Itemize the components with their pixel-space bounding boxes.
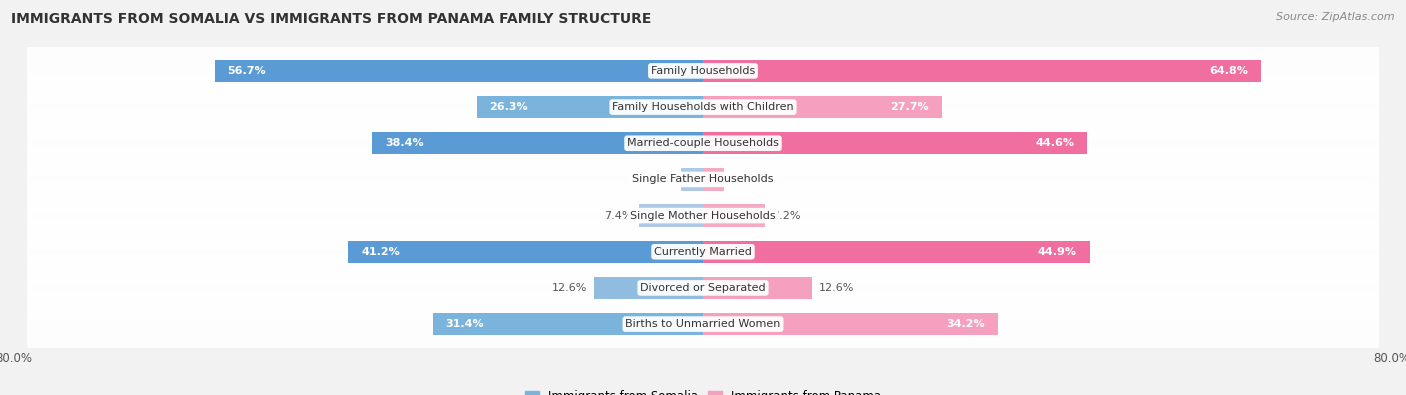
FancyBboxPatch shape — [27, 74, 1379, 140]
Text: 34.2%: 34.2% — [946, 319, 984, 329]
Text: 7.2%: 7.2% — [772, 211, 800, 220]
Text: 2.5%: 2.5% — [647, 175, 675, 184]
Text: 2.4%: 2.4% — [731, 175, 759, 184]
Bar — [477, 96, 703, 118]
Text: 41.2%: 41.2% — [361, 247, 399, 257]
Text: 44.9%: 44.9% — [1038, 247, 1077, 257]
Bar — [703, 60, 1261, 82]
FancyBboxPatch shape — [27, 255, 1379, 321]
FancyBboxPatch shape — [27, 146, 1379, 213]
Text: Single Mother Households: Single Mother Households — [630, 211, 776, 220]
Text: 31.4%: 31.4% — [446, 319, 484, 329]
Bar — [703, 241, 1090, 263]
Text: 64.8%: 64.8% — [1209, 66, 1249, 76]
Bar — [640, 204, 703, 227]
Text: Married-couple Households: Married-couple Households — [627, 138, 779, 148]
Text: 7.4%: 7.4% — [605, 211, 633, 220]
Text: Source: ZipAtlas.com: Source: ZipAtlas.com — [1277, 12, 1395, 22]
FancyBboxPatch shape — [27, 110, 1379, 177]
Text: Divorced or Separated: Divorced or Separated — [640, 283, 766, 293]
FancyBboxPatch shape — [27, 38, 1379, 104]
Bar — [682, 168, 703, 191]
Bar — [703, 313, 997, 335]
Text: Family Households: Family Households — [651, 66, 755, 76]
Bar — [703, 277, 811, 299]
Text: 38.4%: 38.4% — [385, 138, 423, 148]
Text: 27.7%: 27.7% — [890, 102, 928, 112]
Text: Births to Unmarried Women: Births to Unmarried Women — [626, 319, 780, 329]
Text: 26.3%: 26.3% — [489, 102, 529, 112]
Text: Single Father Households: Single Father Households — [633, 175, 773, 184]
Text: 12.6%: 12.6% — [818, 283, 853, 293]
FancyBboxPatch shape — [27, 182, 1379, 249]
FancyBboxPatch shape — [27, 218, 1379, 285]
Bar — [595, 277, 703, 299]
Bar — [373, 132, 703, 154]
Text: Currently Married: Currently Married — [654, 247, 752, 257]
Text: Family Households with Children: Family Households with Children — [612, 102, 794, 112]
FancyBboxPatch shape — [27, 291, 1379, 357]
Bar — [703, 204, 765, 227]
Bar — [703, 168, 724, 191]
Text: IMMIGRANTS FROM SOMALIA VS IMMIGRANTS FROM PANAMA FAMILY STRUCTURE: IMMIGRANTS FROM SOMALIA VS IMMIGRANTS FR… — [11, 12, 651, 26]
Bar — [703, 132, 1087, 154]
Text: 44.6%: 44.6% — [1035, 138, 1074, 148]
Bar — [703, 96, 942, 118]
Text: 56.7%: 56.7% — [228, 66, 266, 76]
Bar — [215, 60, 703, 82]
Text: 12.6%: 12.6% — [553, 283, 588, 293]
Bar — [433, 313, 703, 335]
Bar — [349, 241, 703, 263]
Legend: Immigrants from Somalia, Immigrants from Panama: Immigrants from Somalia, Immigrants from… — [520, 385, 886, 395]
